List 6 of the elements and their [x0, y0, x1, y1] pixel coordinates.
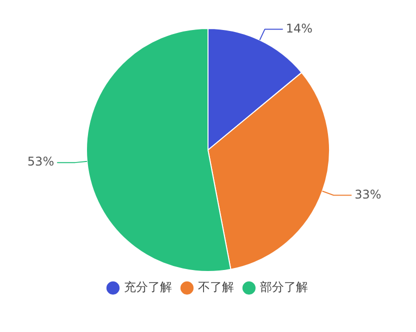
legend-label: 不了解	[198, 280, 234, 294]
data-label: 53%	[27, 154, 54, 169]
legend-label: 充分了解	[124, 280, 172, 294]
legend-label: 部分了解	[260, 280, 308, 294]
data-label: 33%	[354, 187, 382, 202]
data-label: 14%	[286, 21, 313, 36]
